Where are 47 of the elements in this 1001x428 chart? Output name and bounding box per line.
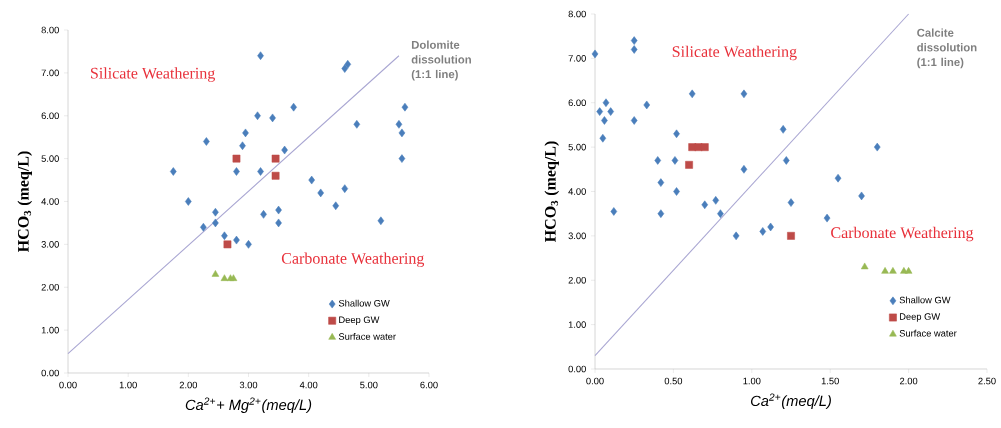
y-tick-label: 1.00 [568,321,586,328]
y-tick-label: 8.00 [41,26,59,34]
annotation: Carbonate Weathering [281,252,425,268]
annotation: Silicate Weathering [672,45,797,61]
legend-label: Deep GW [339,316,380,325]
y-tick-label: 6.00 [41,112,59,120]
y-tick-label: 0.00 [41,369,59,377]
y-tick-label: 4.00 [41,198,59,205]
y-tick-label: 0.00 [568,365,586,373]
annotation: Carbonate Weathering [831,226,974,242]
y-tick-label: 5.00 [568,143,586,151]
y-axis-title: HCO$_{3}$ (meq/L) [544,141,559,242]
legend-label: Shallow GW [899,296,951,304]
y-tick-label: 8.00 [568,10,586,18]
annotation: Calcite dissolution (1:1 line) [917,28,977,69]
annotation: Silicate Weathering [91,67,215,82]
x-tick-label: 1.00 [119,381,137,389]
legend-label: Deep GW [899,313,941,322]
x-tick-label: 3.00 [239,381,258,389]
x-tick-label: 4.00 [299,381,318,389]
annotation: Dolomite dissolution (1:1 line) [411,40,471,81]
y-tick-label: 3.00 [41,241,59,248]
x-tick-label: 6.00 [420,381,438,389]
y-tick-label: 3.00 [568,232,586,240]
x-tick-label: 0.00 [59,381,77,389]
y-tick-label: 4.00 [568,188,586,195]
y-axis-title: HCO$_{3}$ (meq/L) [17,151,32,252]
x-tick-label: 0.00 [586,377,604,385]
y-tick-label: 6.00 [568,99,586,107]
y-tick-label: 2.00 [568,276,586,284]
y-tick-label: 1.00 [41,326,59,334]
legend-label: Shallow GW [338,299,390,307]
x-tick-label: 2.00 [899,377,918,385]
x-tick-label: 2.50 [978,377,996,385]
y-tick-label: 7.00 [41,69,59,77]
y-tick-label: 5.00 [41,155,59,162]
y-tick-label: 2.00 [41,283,59,291]
x-axis-title: Ca$^{2+}$(meq/L) [750,393,831,409]
x-tick-label: 2.00 [179,381,198,389]
x-tick-label: 1.00 [743,377,761,385]
y-tick-label: 7.00 [568,55,586,62]
x-tick-label: 5.00 [360,381,378,389]
x-axis-title: Ca$^{2+}$+ Mg$^{2+}$(meq/L) [185,397,312,413]
legend-label: Surface water [338,332,396,340]
x-tick-label: 0.50 [664,377,683,385]
legend-label: Surface water [899,329,957,337]
x-tick-label: 1.50 [821,377,839,385]
